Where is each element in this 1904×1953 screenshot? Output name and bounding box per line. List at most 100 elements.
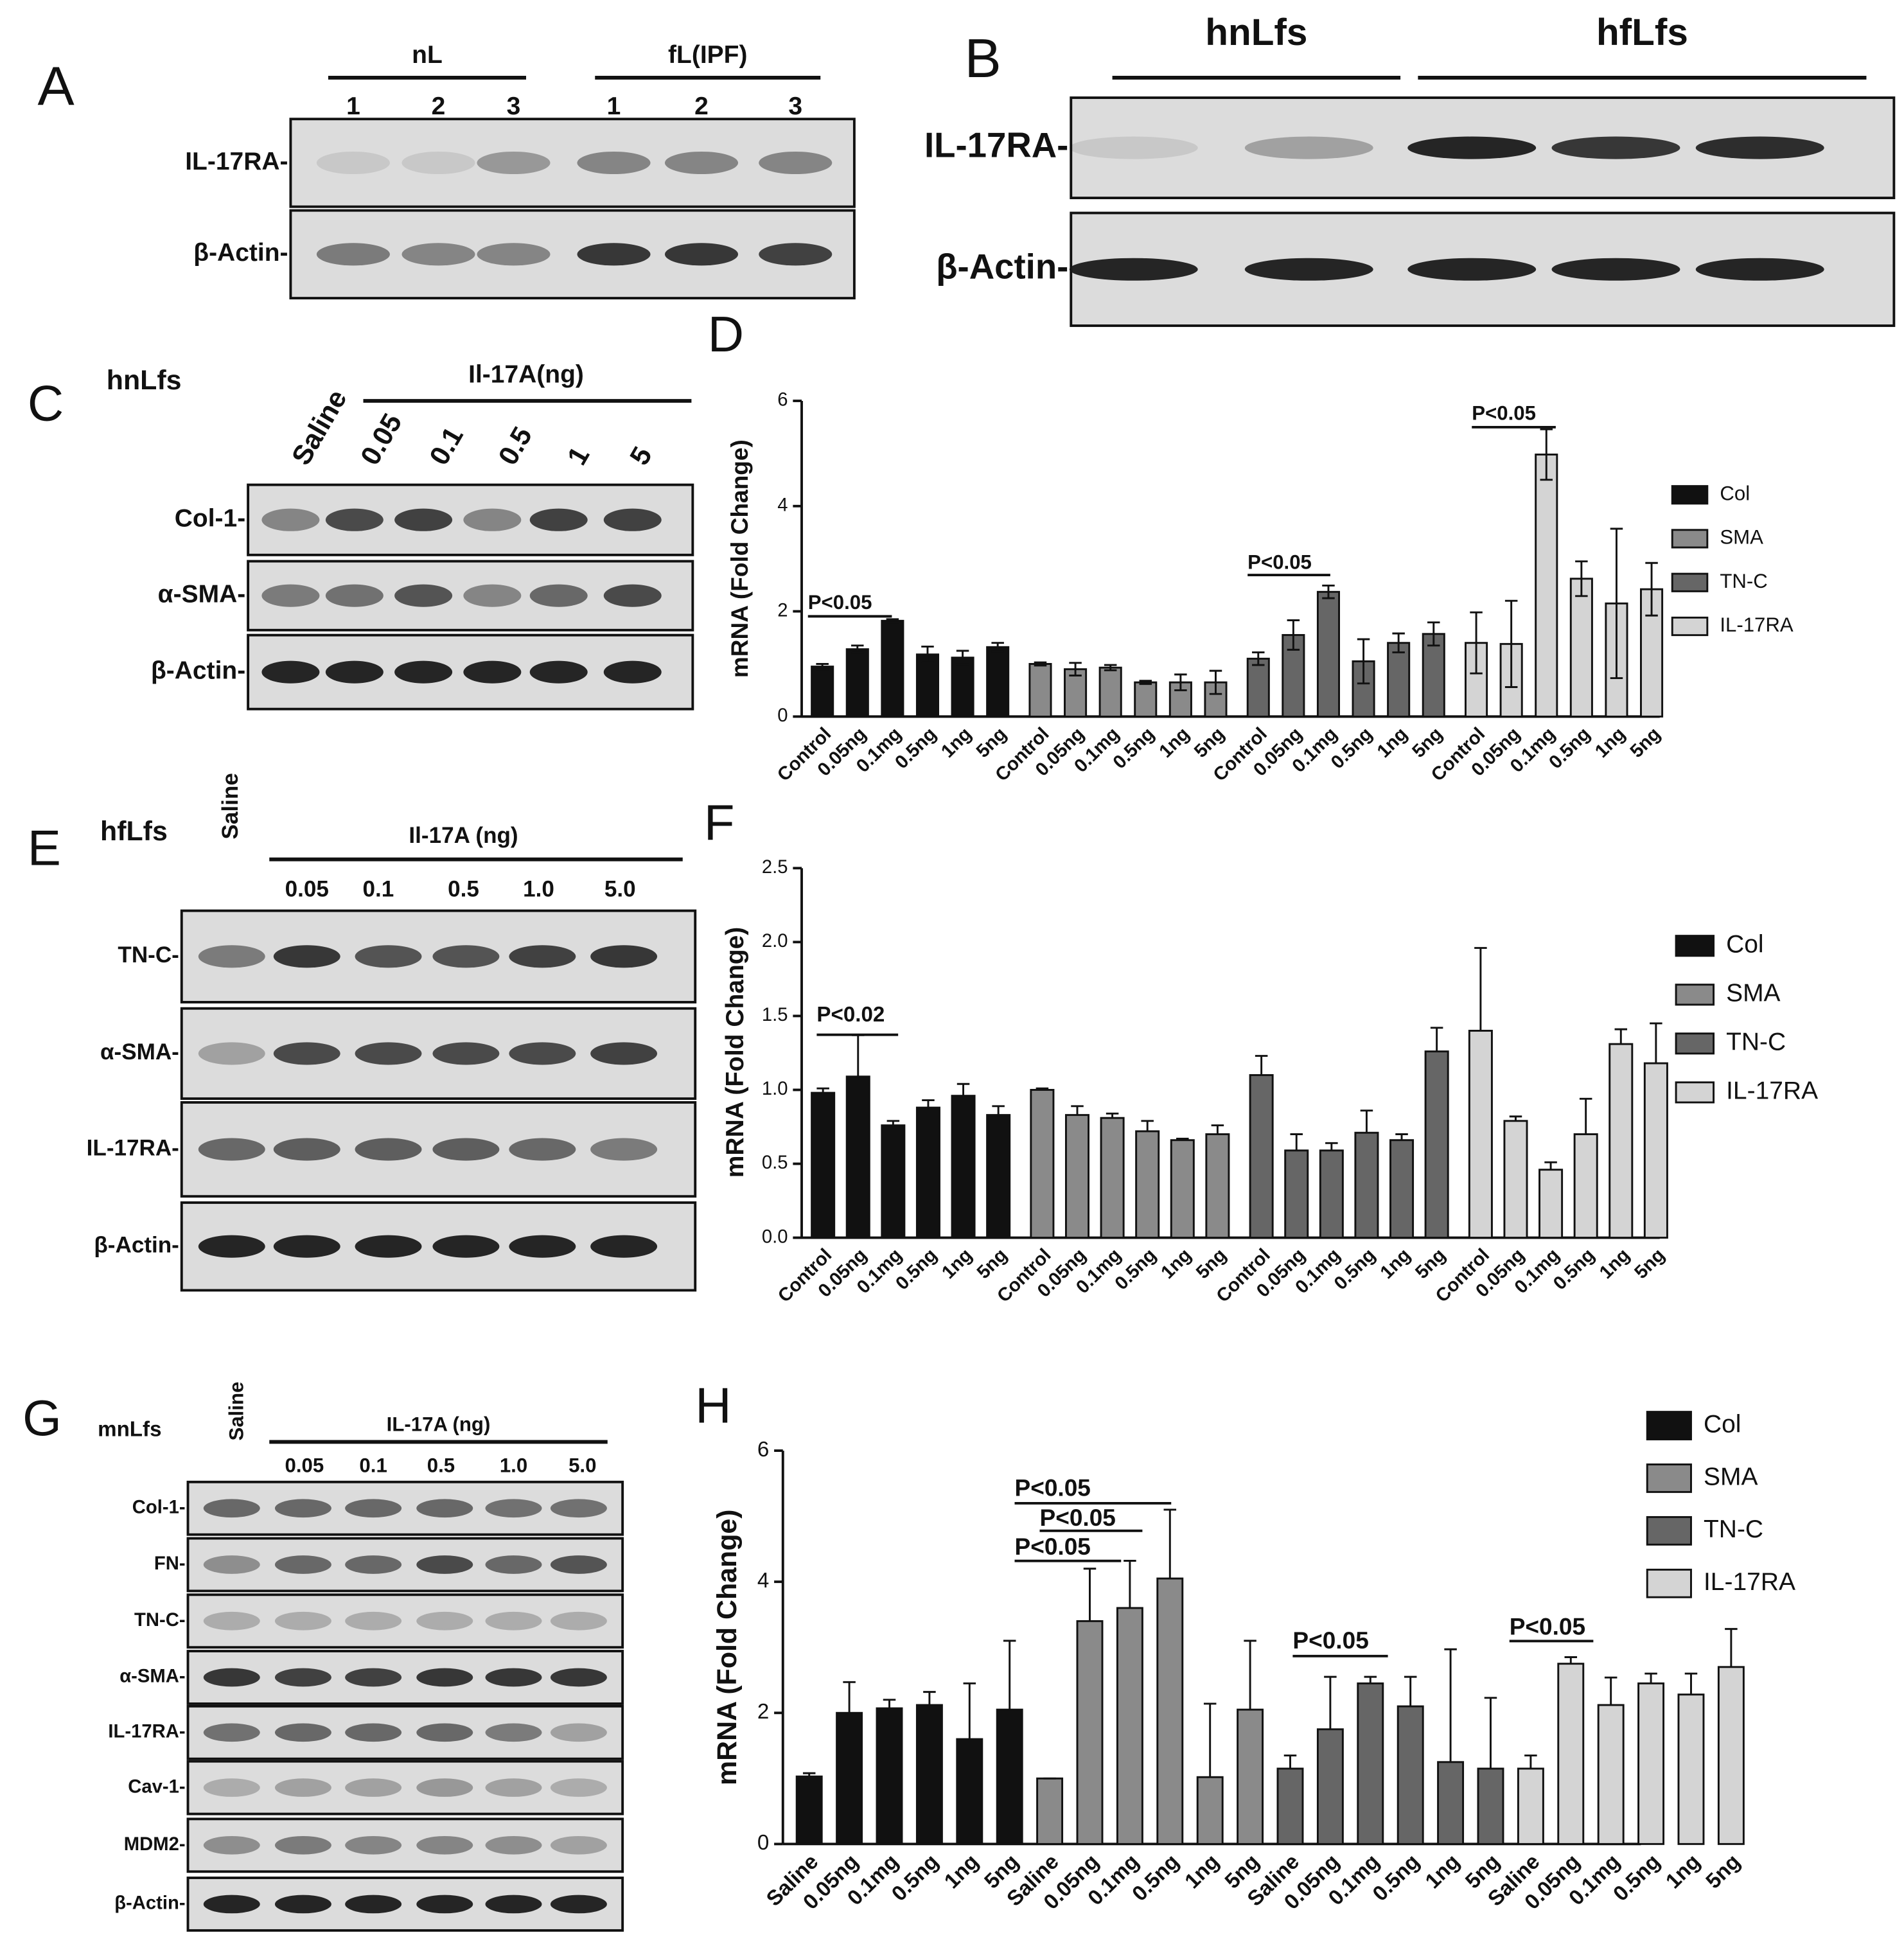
- band: [274, 1611, 331, 1630]
- band: [416, 1499, 473, 1518]
- legend-label: IL-17RA: [1704, 1568, 1795, 1596]
- legend-swatch: [1671, 529, 1709, 549]
- x-tick-label: 5ng: [1190, 724, 1228, 762]
- bar: [1156, 1577, 1184, 1845]
- bar: [1319, 1149, 1344, 1239]
- legend-swatch: [1646, 1411, 1692, 1440]
- band: [274, 1723, 331, 1742]
- panel-letter: B: [964, 28, 1001, 89]
- bar: [1517, 1767, 1544, 1845]
- x-tick-label: 5ng: [973, 724, 1010, 762]
- band: [432, 1042, 500, 1065]
- band: [203, 1723, 260, 1742]
- bar: [1246, 657, 1270, 718]
- lane-label: 3: [507, 93, 521, 120]
- legend-swatch: [1646, 1463, 1692, 1493]
- band: [325, 508, 383, 531]
- x-tick-label: 0.5ng: [1609, 1850, 1664, 1905]
- y-axis-title: mRNA (Fold Change): [721, 927, 749, 1178]
- blot-membrane: [186, 1704, 624, 1760]
- blot-membrane: [186, 1817, 624, 1873]
- band: [485, 1499, 542, 1518]
- band: [463, 660, 522, 684]
- blot-row-label: IL-17RA-: [924, 126, 1068, 165]
- bar: [1422, 633, 1445, 718]
- band: [261, 508, 320, 531]
- band: [401, 151, 475, 175]
- bar: [881, 619, 904, 718]
- band: [477, 151, 551, 175]
- blot-membrane: [247, 560, 694, 632]
- band: [759, 151, 833, 175]
- significance-label: P<0.05: [1014, 1533, 1090, 1560]
- lane-label: 0.1: [359, 1454, 387, 1477]
- panel-letter: C: [28, 375, 64, 431]
- x-tick-label: 0.5ng: [1128, 1850, 1184, 1905]
- band: [355, 945, 422, 968]
- band: [550, 1499, 607, 1518]
- band: [1407, 136, 1537, 159]
- band: [509, 1138, 576, 1161]
- band: [394, 508, 453, 531]
- legend-swatch: [1675, 935, 1715, 957]
- y-tick-label: 1.0: [762, 1079, 788, 1099]
- x-tick-label: 1ng: [1596, 1245, 1634, 1283]
- bar: [811, 666, 834, 718]
- band: [590, 1042, 658, 1065]
- bar: [1205, 1133, 1230, 1239]
- x-tick-label: 0.5ng: [887, 1850, 943, 1905]
- x-tick-label: 1ng: [1421, 1850, 1465, 1893]
- band: [1407, 258, 1537, 281]
- y-tick-label: 0.0: [762, 1226, 788, 1247]
- legend-swatch: [1646, 1568, 1692, 1598]
- band: [485, 1668, 542, 1687]
- blot-row-label: β-Actin-: [193, 239, 288, 267]
- significance-label: P<0.05: [1247, 551, 1312, 574]
- lane-label: 3: [788, 93, 802, 120]
- bar: [1064, 668, 1088, 718]
- band: [274, 1499, 331, 1518]
- bar: [1597, 1704, 1625, 1845]
- band: [1551, 258, 1680, 281]
- bar: [1468, 1029, 1493, 1239]
- bar: [1357, 1682, 1384, 1845]
- blot-row-label: β-Actin-: [936, 247, 1068, 287]
- band: [273, 1235, 340, 1258]
- band: [529, 508, 588, 531]
- band: [550, 1778, 607, 1797]
- bar: [1076, 1620, 1104, 1845]
- band: [485, 1611, 542, 1630]
- band: [590, 1138, 658, 1161]
- band: [325, 584, 383, 607]
- blot-membrane: [289, 118, 856, 208]
- band: [509, 945, 576, 968]
- blot-row-label: β-Actin-: [94, 1232, 179, 1257]
- lane-label: 5.0: [569, 1454, 596, 1477]
- blot-membrane: [186, 1877, 624, 1932]
- significance-label: P<0.05: [1014, 1474, 1090, 1501]
- bar: [1477, 1767, 1504, 1845]
- lane-label: 0.5: [427, 1454, 455, 1477]
- bar: [951, 657, 974, 718]
- bar: [1134, 681, 1158, 718]
- bar: [1637, 1682, 1665, 1845]
- panel-letter: D: [708, 306, 744, 362]
- band: [274, 1895, 331, 1914]
- legend-swatch: [1675, 1032, 1715, 1055]
- band: [485, 1555, 542, 1574]
- band: [355, 1042, 422, 1065]
- bar: [1284, 1149, 1309, 1239]
- significance-label: P<0.02: [816, 1003, 885, 1027]
- legend-swatch: [1675, 1081, 1715, 1104]
- band: [416, 1611, 473, 1630]
- group-label: hfLfs: [1596, 12, 1688, 53]
- legend-swatch: [1675, 984, 1715, 1006]
- band: [416, 1668, 473, 1687]
- x-tick-label: 5ng: [1631, 1245, 1669, 1283]
- y-tick-label: 2.5: [762, 857, 788, 878]
- lane-label: 0.05: [285, 1454, 324, 1477]
- legend-label: TN-C: [1704, 1516, 1763, 1543]
- bar: [1569, 578, 1593, 718]
- bar: [1677, 1693, 1705, 1845]
- lane-label: 0.1: [363, 877, 394, 902]
